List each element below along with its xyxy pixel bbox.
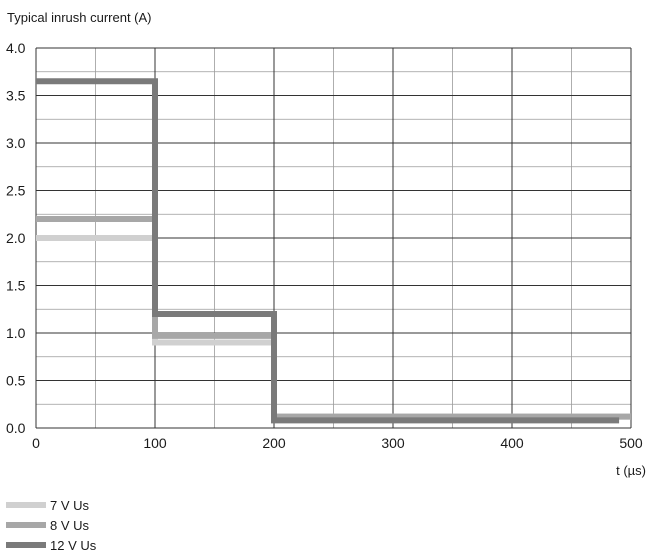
x-tick-label: 100 <box>143 435 167 451</box>
y-axis-label: Typical inrush current (A) <box>7 10 152 25</box>
y-tick-label: 1.0 <box>6 325 26 341</box>
x-tick-label: 300 <box>381 435 405 451</box>
x-axis-label: t (µs) <box>616 463 646 478</box>
x-tick-label: 400 <box>500 435 524 451</box>
y-tick-label: 4.0 <box>6 40 26 56</box>
y-tick-label: 0.5 <box>6 373 26 389</box>
series-lines <box>36 78 631 424</box>
x-tick-label: 500 <box>619 435 643 451</box>
legend: 7 V Us 8 V Us 12 V Us <box>6 498 97 553</box>
tick-labels: 0.0 0.5 1.0 1.5 2.0 2.5 3.0 3.5 4.0 0 100 200 300 400… <box>6 40 643 451</box>
y-tick-label: 2.0 <box>6 230 26 246</box>
y-tick-label: 2.5 <box>6 183 26 199</box>
legend-label: 12 V Us <box>50 538 97 553</box>
x-tick-label: 0 <box>32 435 40 451</box>
y-tick-label: 1.5 <box>6 278 26 294</box>
series-line-3 <box>36 78 620 424</box>
x-tick-label: 200 <box>262 435 286 451</box>
y-tick-label: 3.5 <box>6 88 26 104</box>
series-line-2 <box>36 216 631 420</box>
y-tick-label: 0.0 <box>6 420 26 436</box>
y-tick-label: 3.0 <box>6 135 26 151</box>
legend-label: 7 V Us <box>50 498 90 513</box>
legend-label: 8 V Us <box>50 518 90 533</box>
